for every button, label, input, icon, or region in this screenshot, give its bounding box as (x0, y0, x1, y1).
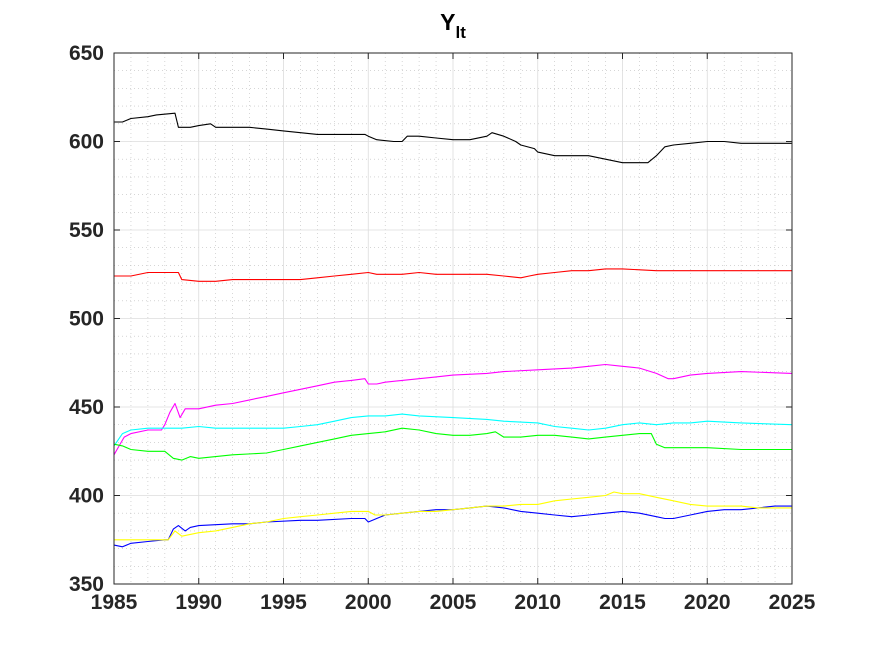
series-line-5 (113, 427, 792, 461)
x-tick-label: 2010 (514, 591, 561, 614)
series-line-1 (114, 112, 792, 164)
series-line-6 (113, 505, 792, 548)
y-tick-label: 450 (69, 396, 104, 419)
series-line-2 (114, 268, 792, 282)
y-tick-label: 350 (69, 573, 104, 596)
series-line-7 (114, 491, 792, 541)
x-tick-label: 2025 (769, 591, 816, 614)
x-tick-label: 1995 (260, 591, 307, 614)
chart-title: Ylt (440, 9, 466, 42)
x-tick-label: 2005 (430, 591, 477, 614)
y-tick-label: 650 (69, 42, 104, 65)
chart-title-subscript: lt (455, 23, 466, 42)
series-layer (113, 112, 793, 548)
x-tick-label: 2015 (599, 591, 646, 614)
series-line-3 (113, 363, 793, 456)
x-tick-label: 1985 (91, 591, 138, 614)
x-tick-labels: 1985 1990 1995 2000 2005 2010 2015 2020 2025 (91, 591, 816, 614)
y-tick-label: 500 (69, 308, 104, 331)
axis-ticks (113, 52, 793, 585)
chart-title-main: Y (440, 9, 455, 35)
series-line-4 (113, 413, 793, 447)
y-tick-labels: 350 400 450 500 550 600 650 (69, 42, 104, 596)
y-tick-label: 600 (69, 131, 104, 154)
x-tick-label: 2000 (345, 591, 392, 614)
x-tick-label: 1990 (175, 591, 222, 614)
y-tick-label: 550 (69, 219, 104, 242)
x-tick-label: 2020 (684, 591, 731, 614)
y-tick-label: 400 (69, 485, 104, 508)
